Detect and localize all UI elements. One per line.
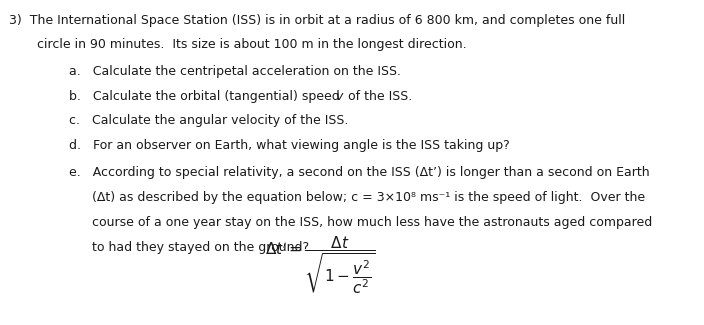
Text: to had they stayed on the ground?: to had they stayed on the ground?: [92, 240, 308, 254]
Text: $\Delta t' = \dfrac{\Delta t}{\sqrt{1 - \dfrac{v^2}{c^2}}}$: $\Delta t' = \dfrac{\Delta t}{\sqrt{1 - …: [265, 235, 375, 297]
Text: b.   Calculate the orbital (tangential) speed: b. Calculate the orbital (tangential) sp…: [69, 90, 344, 103]
Text: e.   According to special relativity, a second on the ISS (Δt’) is longer than a: e. According to special relativity, a se…: [69, 166, 650, 179]
Text: of the ISS.: of the ISS.: [344, 90, 412, 103]
Text: (Δt) as described by the equation below; c = 3×10⁸ ms⁻¹ is the speed of light.  : (Δt) as described by the equation below;…: [92, 191, 645, 204]
Text: a.   Calculate the centripetal acceleration on the ISS.: a. Calculate the centripetal acceleratio…: [69, 65, 401, 78]
Text: circle in 90 minutes.  Its size is about 100 m in the longest direction.: circle in 90 minutes. Its size is about …: [37, 38, 466, 51]
Text: course of a one year stay on the ISS, how much less have the astronauts aged com: course of a one year stay on the ISS, ho…: [92, 216, 652, 229]
Text: v: v: [335, 90, 342, 103]
Text: c.   Calculate the angular velocity of the ISS.: c. Calculate the angular velocity of the…: [69, 114, 348, 127]
Text: d.   For an observer on Earth, what viewing angle is the ISS taking up?: d. For an observer on Earth, what viewin…: [69, 139, 510, 152]
Text: 3)  The International Space Station (ISS) is in orbit at a radius of 6 800 km, a: 3) The International Space Station (ISS)…: [9, 14, 625, 27]
